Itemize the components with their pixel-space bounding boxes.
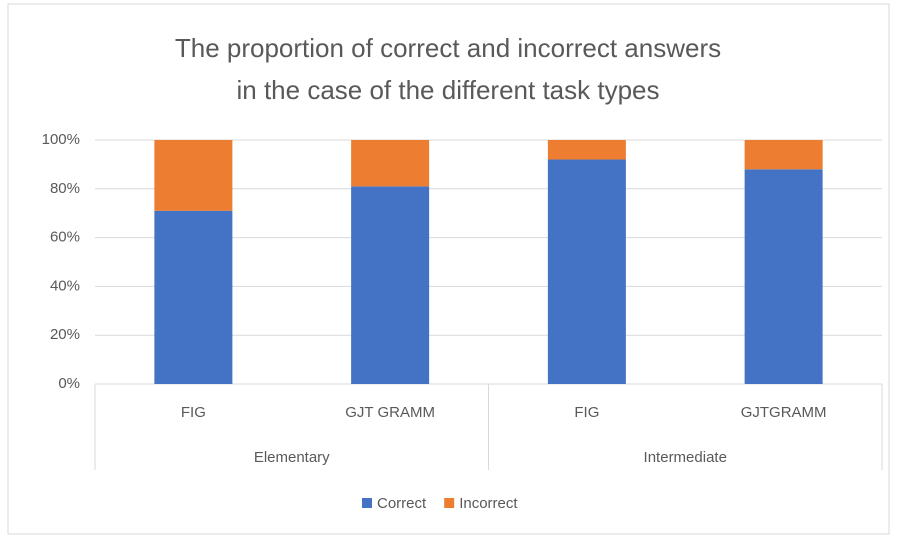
y-tick-label: 100% [42,131,80,148]
chart-title: in the case of the different task types [237,75,660,105]
legend-label: Incorrect [459,495,518,512]
x-tick-label: GJTGRAMM [741,404,827,421]
bar-segment [547,140,626,160]
bar-segment [154,210,233,384]
legend-label: Correct [377,495,427,512]
y-tick-label: 20% [50,326,80,343]
group-label: Intermediate [644,449,727,466]
bar-segment [547,159,626,384]
bar-segment [154,140,233,211]
bar-segment [744,169,823,384]
legend-swatch [444,498,455,508]
y-tick-label: 0% [58,375,80,392]
legend-swatch [362,498,372,508]
x-tick-label: FIG [574,404,599,421]
y-tick-label: 80% [50,180,80,197]
bar-segment [351,186,430,384]
bar-segment [744,140,823,170]
bar-segment [351,140,430,187]
y-tick-label: 40% [50,277,80,294]
group-label: Elementary [254,449,330,466]
chart-title: The proportion of correct and incorrect … [175,33,721,63]
x-tick-label: FIG [181,404,206,421]
y-tick-label: 60% [50,229,80,246]
x-tick-label: GJT GRAMM [345,404,435,421]
